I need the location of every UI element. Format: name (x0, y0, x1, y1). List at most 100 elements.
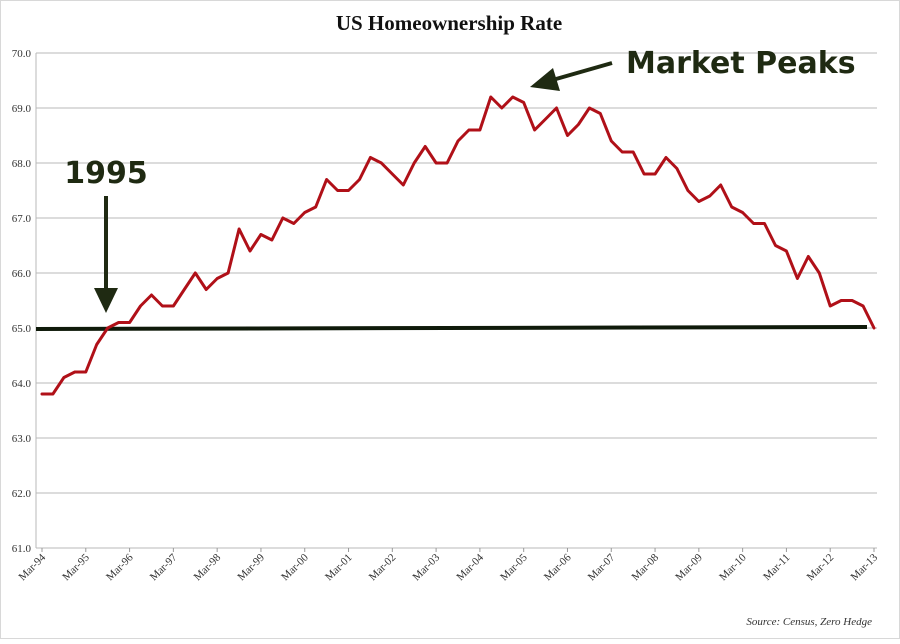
data-point (51, 392, 55, 396)
data-point (270, 238, 274, 242)
y-tick-label: 68.0 (12, 158, 32, 170)
y-tick-label: 70.0 (12, 48, 32, 60)
data-point (850, 299, 854, 302)
data-point (489, 95, 493, 99)
data-point (380, 161, 383, 165)
chart-title: US Homeownership Rate (336, 11, 562, 35)
data-point (533, 128, 536, 132)
data-point (829, 304, 832, 308)
data-point (664, 156, 668, 159)
data-point (478, 128, 482, 132)
reference-line (35, 325, 868, 331)
data-point (839, 299, 843, 302)
data-point (796, 277, 799, 280)
y-tick-label: 65.0 (12, 323, 32, 335)
data-point (566, 134, 569, 137)
data-point (292, 222, 295, 225)
data-point (413, 161, 416, 165)
data-point (391, 172, 394, 176)
data-point (423, 145, 427, 148)
data-point (456, 139, 460, 143)
data-point (161, 304, 164, 308)
data-point (73, 370, 77, 374)
data-point (861, 304, 865, 308)
data-point (248, 249, 252, 253)
data-point (445, 161, 449, 165)
data-point (106, 326, 109, 330)
data-point (434, 161, 438, 165)
data-point (117, 321, 120, 324)
arrow-head-market-peaks (530, 68, 560, 91)
data-point (555, 106, 558, 110)
data-point (183, 288, 186, 291)
data-point (194, 271, 197, 275)
data-point (719, 183, 722, 187)
data-point (40, 392, 44, 396)
data-point (314, 205, 317, 209)
data-point (358, 178, 361, 181)
data-point (708, 194, 711, 198)
arrow-shaft-market-peaks (555, 61, 613, 81)
data-point (621, 150, 624, 154)
data-point (139, 304, 142, 308)
data-point (325, 178, 328, 181)
data-point (741, 211, 744, 214)
data-point (599, 112, 602, 115)
arrow-head-1995 (94, 288, 118, 313)
data-point (84, 370, 87, 374)
data-point (675, 167, 679, 170)
data-point (697, 200, 701, 203)
data-point (610, 139, 613, 143)
source-note: Source: Census, Zero Hedge (746, 616, 872, 628)
data-point (522, 101, 525, 104)
data-point (807, 255, 810, 258)
data-point (785, 249, 788, 253)
data-point (818, 271, 821, 275)
data-point (686, 189, 690, 192)
annotation-market-peaks: Market Peaks (626, 46, 856, 81)
data-point (631, 150, 635, 154)
annotation-1995: 1995 (64, 156, 148, 191)
data-point (215, 277, 219, 280)
data-point (347, 189, 350, 192)
data-point (511, 95, 514, 99)
data-point (259, 233, 263, 236)
data-point (467, 128, 471, 132)
y-tick-label: 64.0 (12, 378, 32, 390)
data-point (303, 211, 306, 214)
data-point (653, 172, 657, 176)
y-tick-label: 62.0 (12, 488, 32, 500)
data-point (730, 205, 733, 209)
data-point (588, 106, 591, 110)
data-point (336, 189, 339, 192)
annotations: 1995 Market Peaks (64, 46, 856, 313)
y-tick-label: 63.0 (12, 433, 32, 445)
data-point (226, 271, 230, 275)
data-point (872, 326, 876, 330)
data-point (752, 222, 755, 225)
data-point (172, 304, 175, 308)
data-point (128, 321, 131, 324)
data-point (150, 293, 153, 297)
data-point (205, 288, 208, 291)
data-point (95, 343, 98, 346)
data-point (544, 117, 547, 121)
data-point (763, 222, 766, 225)
data-point (62, 376, 66, 379)
y-tick-label: 67.0 (12, 213, 32, 225)
data-point (500, 106, 503, 110)
data-point (369, 156, 372, 159)
y-tick-label: 66.0 (12, 268, 32, 280)
data-point (577, 123, 580, 126)
y-tick-label: 61.0 (12, 543, 32, 555)
data-point (237, 227, 241, 231)
data-point (402, 183, 405, 187)
series-group (40, 95, 876, 396)
y-tick-label: 69.0 (12, 103, 32, 115)
reference-line-group (35, 325, 868, 331)
data-point (774, 244, 777, 247)
data-point (642, 172, 646, 176)
